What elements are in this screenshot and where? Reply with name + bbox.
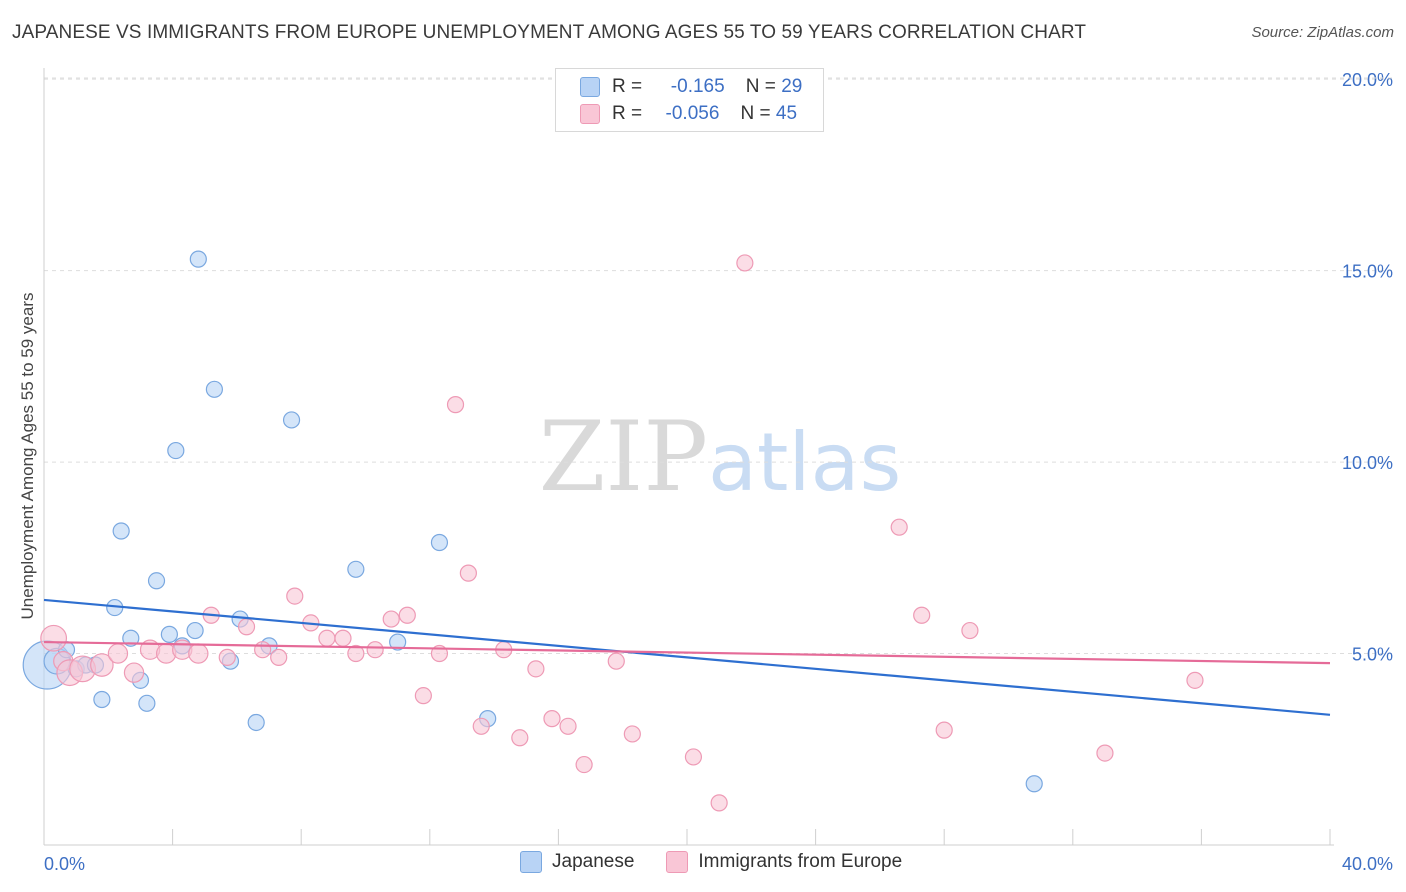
europe-point: [459, 564, 477, 582]
y-tick-label: 5.0%: [1352, 645, 1393, 665]
japanese-point: [186, 621, 204, 640]
chart-title: JAPANESE VS IMMIGRANTS FROM EUROPE UNEMP…: [12, 22, 1087, 43]
japanese-point: [147, 572, 166, 590]
europe-point: [1096, 744, 1114, 762]
series-legend: Japanese Immigrants from Europe: [520, 851, 934, 873]
europe-trendline: [43, 640, 1331, 665]
europe-point: [472, 717, 490, 735]
japanese-point: [247, 713, 265, 732]
r-label: R =: [612, 76, 643, 97]
japanese-point: [167, 441, 185, 460]
europe-point: [398, 606, 416, 624]
legend-row-europe: R = -0.056 N = 45: [580, 102, 797, 126]
europe-point: [935, 721, 953, 739]
europe-point: [237, 618, 256, 636]
europe-point: [334, 629, 352, 647]
europe-point: [961, 621, 979, 640]
watermark-zip: ZIP: [539, 401, 708, 513]
europe-point: [123, 662, 145, 683]
europe-point: [890, 518, 908, 536]
y-tick-label: 10.0%: [1342, 453, 1393, 473]
europe-point: [1186, 671, 1204, 689]
correlation-legend: R = -0.165 N = 29 R = -0.056 N = 45: [555, 68, 824, 132]
europe-point: [254, 641, 272, 659]
europe-point: [318, 629, 336, 647]
europe-point: [736, 254, 754, 272]
europe-point: [623, 725, 641, 743]
japanese-point: [138, 694, 156, 712]
europe-point: [446, 396, 465, 414]
legend-item-europe[interactable]: Immigrants from Europe: [666, 851, 902, 873]
japanese-point: [282, 411, 301, 429]
europe-point: [607, 652, 625, 670]
europe-point: [710, 794, 728, 812]
europe-point: [559, 717, 577, 735]
japanese-point: [122, 629, 140, 647]
europe-point: [543, 710, 561, 728]
japanese-swatch: [580, 77, 600, 97]
y-tick-label: 15.0%: [1342, 262, 1393, 282]
japanese-point: [205, 380, 223, 398]
europe-point: [347, 644, 365, 663]
europe-legend-swatch: [666, 851, 689, 873]
japanese-legend-label: Japanese: [552, 851, 635, 872]
legend-item-japanese[interactable]: Japanese: [520, 851, 634, 873]
y-tick-label: 20.0%: [1342, 70, 1393, 90]
r-value: -0.056: [665, 103, 720, 124]
n-value: 29: [781, 76, 803, 97]
japanese-point: [430, 533, 449, 552]
europe-point: [414, 687, 432, 705]
europe-point: [218, 648, 236, 666]
europe-point: [90, 653, 114, 677]
japanese-point: [1025, 775, 1043, 793]
europe-point: [366, 641, 384, 659]
europe-legend-label: Immigrants from Europe: [698, 851, 903, 872]
japanese-point: [389, 633, 407, 651]
japanese-point: [160, 625, 178, 643]
watermark: ZIPatlas: [539, 401, 902, 513]
europe-point: [913, 606, 931, 624]
europe-point: [270, 648, 288, 666]
europe-point: [107, 643, 129, 664]
europe-point: [40, 624, 68, 652]
japanese-point: [347, 560, 365, 578]
europe-point: [684, 748, 703, 766]
japanese-point: [93, 690, 111, 709]
europe-point: [575, 755, 593, 774]
japanese-trendline: [43, 598, 1331, 716]
europe-point: [382, 610, 400, 628]
europe-point: [527, 660, 545, 678]
europe-point: [511, 729, 529, 747]
x-tick-label: 0.0%: [44, 854, 85, 874]
legend-row-japanese: R = -0.165 N = 29: [580, 75, 802, 99]
europe-point: [286, 587, 304, 605]
source-credit: Source: ZipAtlas.com: [1251, 24, 1394, 41]
x-tick-label: 40.0%: [1342, 854, 1393, 874]
n-label: N =: [740, 103, 771, 124]
japanese-legend-swatch: [520, 851, 542, 873]
europe-point: [188, 643, 209, 664]
r-label: R =: [612, 103, 643, 124]
europe-swatch: [580, 104, 600, 124]
japanese-point: [112, 522, 130, 540]
r-value: -0.165: [670, 76, 725, 97]
n-value: 45: [775, 103, 798, 124]
japanese-point: [189, 250, 207, 268]
n-label: N =: [745, 76, 776, 97]
